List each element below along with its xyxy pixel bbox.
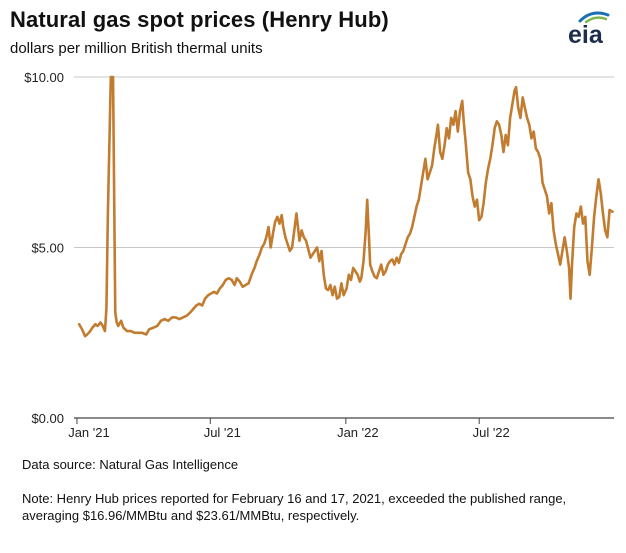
data-source: Data source: Natural Gas Intelligence — [22, 457, 239, 472]
x-tick-label: Jan '21 — [68, 425, 110, 440]
logo-text: eia — [568, 21, 604, 48]
y-tick-label: $5.00 — [31, 241, 64, 256]
chart-title: Natural gas spot prices (Henry Hub) — [10, 7, 389, 32]
chart-note: Note: Henry Hub prices reported for Febr… — [22, 491, 567, 523]
x-tick-label: Jul '21 — [204, 425, 241, 440]
y-tick-label: $0.00 — [31, 411, 64, 426]
price-series-line — [77, 75, 614, 338]
logo-swoosh-blue — [578, 11, 610, 23]
x-tick-label: Jan '22 — [337, 425, 379, 440]
series-group — [77, 75, 614, 338]
price-line-chart: $0.00 $5.00 $10.00 Jan '21 Jul '21 Jan '22 Ju… — [24, 70, 614, 440]
grid-lines — [74, 76, 614, 248]
chart-subtitle: dollars per million British thermal unit… — [10, 40, 263, 57]
y-axis: $0.00 $5.00 $10.00 — [24, 70, 64, 426]
x-axis: Jan '21 Jul '21 Jan '22 Jul '22 — [68, 417, 614, 440]
eia-logo: eia — [568, 11, 610, 48]
logo-swoosh-green — [584, 16, 608, 24]
y-tick-label: $10.00 — [24, 70, 64, 85]
x-tick-label: Jul '22 — [473, 425, 510, 440]
